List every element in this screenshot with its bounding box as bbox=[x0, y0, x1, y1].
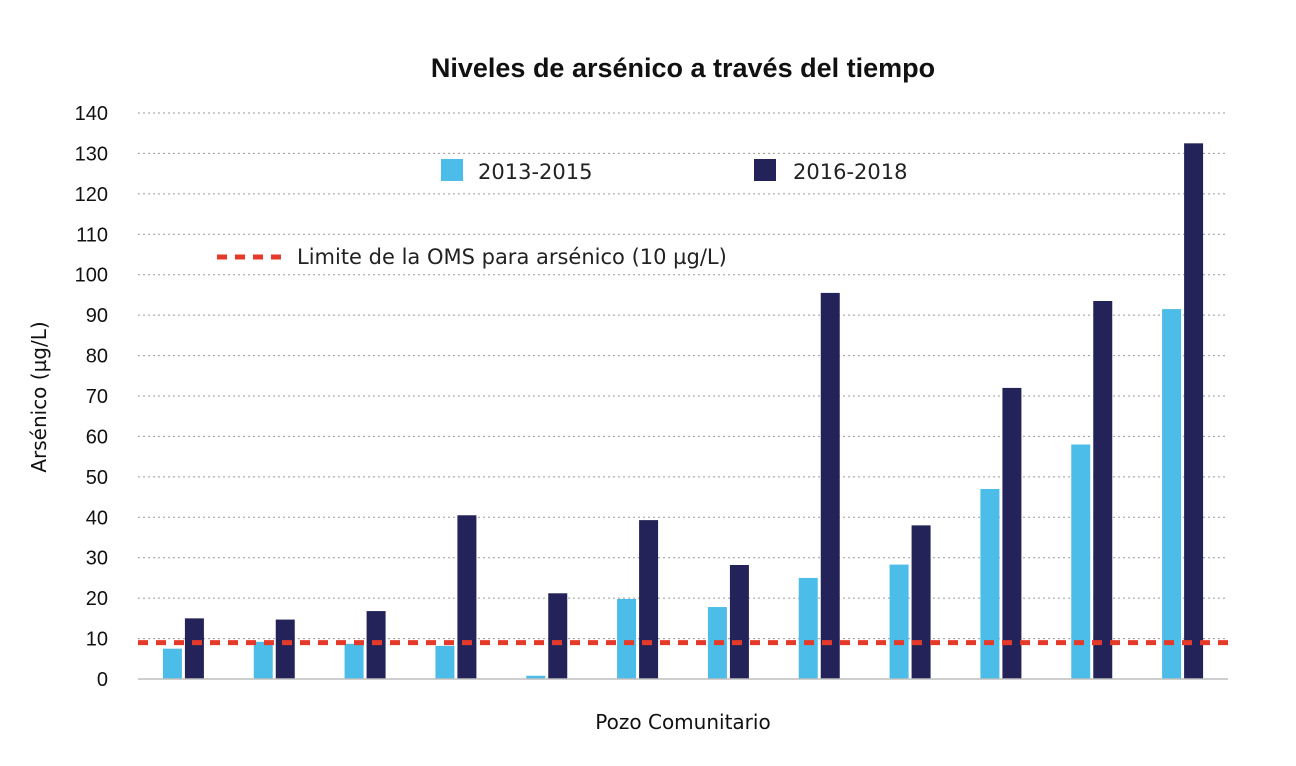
y-tick-label: 130 bbox=[75, 143, 108, 165]
y-tick-label: 0 bbox=[97, 669, 108, 691]
bar-2016-2018-pozo-6 bbox=[639, 520, 659, 679]
y-tick-label: 30 bbox=[86, 548, 108, 570]
y-tick-label: 120 bbox=[75, 184, 108, 206]
bar-2016-2018-pozo-4 bbox=[457, 515, 477, 679]
y-tick-label: 20 bbox=[86, 588, 108, 610]
y-tick-label: 90 bbox=[86, 305, 108, 327]
y-tick-label: 70 bbox=[86, 386, 108, 408]
y-axis-ticks: 0 10 20 30 40 50 60 70 80 90 100 110 120 130 140 bbox=[75, 103, 108, 691]
bar-2013-2015-pozo-11 bbox=[1071, 444, 1091, 679]
y-tick-label: 100 bbox=[75, 265, 108, 287]
bar-2013-2015-pozo-9 bbox=[889, 564, 909, 679]
x-axis-label: Pozo Comunitario bbox=[595, 710, 770, 734]
bar-2013-2015-pozo-3 bbox=[344, 643, 364, 679]
bar-2016-2018-pozo-9 bbox=[911, 525, 931, 679]
legend-label-2013-2015: 2013-2015 bbox=[478, 160, 592, 184]
bar-2013-2015-pozo-6 bbox=[617, 598, 637, 679]
bar-2013-2015-pozo-1 bbox=[162, 648, 182, 679]
bar-2016-2018-pozo-5 bbox=[548, 593, 568, 679]
bar-2016-2018-pozo-10 bbox=[1002, 387, 1022, 679]
y-tick-label: 40 bbox=[86, 507, 108, 529]
y-tick-label: 140 bbox=[75, 103, 108, 125]
bar-2013-2015-pozo-2 bbox=[253, 641, 273, 679]
legend-swatch-2016-2018 bbox=[754, 159, 776, 181]
bar-2013-2015-pozo-12 bbox=[1162, 309, 1182, 679]
y-axis-label: Arsénico (µg/L) bbox=[27, 321, 51, 472]
gridlines bbox=[138, 112, 1228, 640]
legend-label-2016-2018: 2016-2018 bbox=[793, 160, 907, 184]
legend: 2013-2015 2016-2018 Limite de la OMS par… bbox=[217, 159, 907, 269]
chart-title: Niveles de arsénico a través del tiempo bbox=[431, 53, 935, 83]
y-tick-label: 110 bbox=[76, 224, 108, 246]
bar-2013-2015-pozo-8 bbox=[798, 577, 818, 679]
bar-2013-2015-pozo-10 bbox=[980, 488, 1000, 679]
legend-swatch-2013-2015 bbox=[441, 159, 463, 181]
bar-2016-2018-pozo-11 bbox=[1093, 300, 1113, 679]
y-tick-label: 60 bbox=[86, 426, 108, 448]
legend-label-reference-line: Limite de la OMS para arsénico (10 µg/L) bbox=[297, 245, 727, 269]
bar-2013-2015-pozo-5 bbox=[526, 675, 546, 679]
y-tick-label: 50 bbox=[86, 467, 108, 489]
bar-2013-2015-pozo-4 bbox=[435, 645, 455, 679]
bar-2016-2018-pozo-7 bbox=[729, 564, 749, 679]
bar-2016-2018-pozo-1 bbox=[184, 618, 204, 679]
bar-2016-2018-pozo-2 bbox=[275, 619, 295, 679]
bar-2016-2018-pozo-12 bbox=[1184, 143, 1204, 680]
y-tick-label: 80 bbox=[86, 346, 108, 368]
y-tick-label: 10 bbox=[86, 629, 108, 651]
bar-2016-2018-pozo-8 bbox=[820, 292, 840, 679]
bars bbox=[162, 143, 1204, 680]
